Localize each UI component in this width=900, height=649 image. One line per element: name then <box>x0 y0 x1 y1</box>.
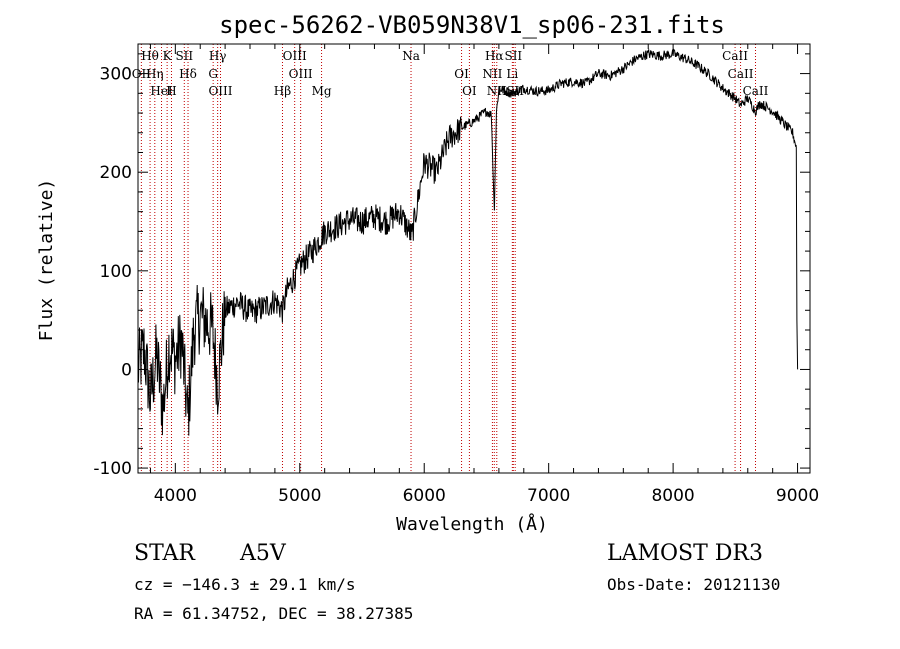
chart-title: spec-56262-VB059N38V1_sp06-231.fits <box>219 11 725 39</box>
line-marker-label: H <box>166 84 176 98</box>
y-tick-label: 300 <box>100 65 132 85</box>
line-marker-label: Mg <box>312 84 332 98</box>
x-axis-label: Wavelength (Å) <box>396 513 548 535</box>
line-marker-label: OI <box>454 67 469 81</box>
line-marker-label: Hβ <box>274 84 291 98</box>
x-tick-label: 6000 <box>403 486 446 506</box>
line-marker-label: OIII <box>208 84 232 98</box>
emission-line-labels: HθOIIHeIKHηHSIIHδOIIIHγGHβOIIIOIIIMgNaOI… <box>132 49 769 98</box>
y-tick-label: 100 <box>100 262 132 282</box>
line-marker-label: CaII <box>728 67 754 81</box>
x-tick-label: 8000 <box>651 486 694 506</box>
x-tick-label: 9000 <box>776 486 819 506</box>
redshift-velocity: cz = −146.3 ± 29.1 km/s <box>134 575 356 594</box>
object-class: STAR <box>134 541 196 566</box>
line-marker-label: Hδ <box>179 67 197 81</box>
y-axis-ticks: -100 0 100 200 300 <box>93 53 810 479</box>
x-tick-label: 4000 <box>154 486 197 506</box>
line-marker-label: Li <box>506 67 518 81</box>
line-marker-label: CaII <box>743 84 769 98</box>
y-tick-label: -100 <box>93 459 132 479</box>
coordinates: RA = 61.34752, DEC = 38.27385 <box>134 604 413 623</box>
survey-name: LAMOST DR3 <box>607 541 763 566</box>
line-marker-label: Na <box>402 49 420 63</box>
line-marker-label: OIII <box>283 49 307 63</box>
line-marker-label: NII <box>482 67 502 81</box>
line-marker-label: CaII <box>722 49 748 63</box>
line-marker-label: HeI <box>150 84 173 98</box>
emission-line-markers <box>140 44 756 473</box>
x-axis-ticks: 4000 5000 6000 7000 8000 9000 <box>149 44 819 506</box>
line-marker-label: K <box>163 49 173 63</box>
x-tick-label: 5000 <box>278 486 321 506</box>
line-marker-label: Hη <box>146 67 164 81</box>
y-axis-label: Flux (relative) <box>36 179 57 342</box>
spectrum-line <box>137 48 799 436</box>
line-marker-label: Hθ <box>141 49 159 63</box>
plot-frame <box>137 43 811 474</box>
line-marker-label: OI <box>462 84 477 98</box>
line-marker-label: G <box>208 67 218 81</box>
x-tick-label: 7000 <box>527 486 570 506</box>
line-marker-label: SII <box>175 49 193 63</box>
object-subclass: A5V <box>239 541 287 566</box>
y-tick-label: 200 <box>100 163 132 183</box>
y-tick-label: 0 <box>121 360 132 380</box>
line-marker-label: Hγ <box>209 49 227 63</box>
line-marker-label: Hα <box>485 49 504 63</box>
line-marker-label: SII <box>504 49 522 63</box>
line-marker-label: OIII <box>289 67 313 81</box>
observation-date: Obs-Date: 20121130 <box>607 575 780 594</box>
